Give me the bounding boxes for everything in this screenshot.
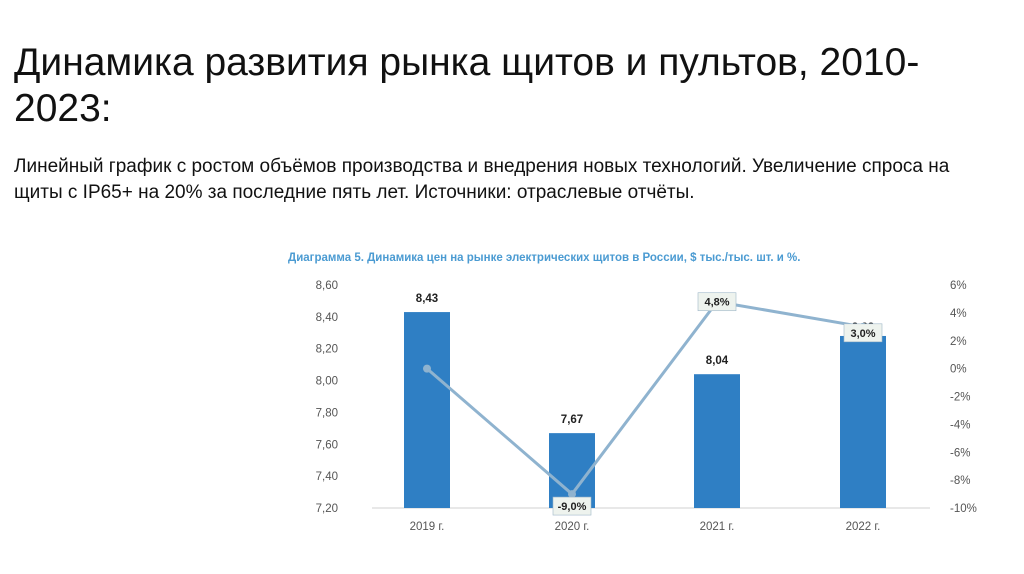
x-category-label: 2019 г. [410, 521, 445, 533]
right-tick-label: 6% [950, 280, 967, 292]
bar-labels-group: 8,437,678,048,28 [416, 293, 875, 426]
right-tick-label: 2% [950, 336, 967, 348]
x-category-label: 2020 г. [555, 521, 590, 533]
line-label-box [843, 323, 883, 343]
right-tick-label: -4% [950, 419, 970, 431]
line-value-label: 4,8% [704, 297, 729, 309]
right-tick-label: 0% [950, 364, 967, 376]
bars-group [404, 312, 886, 508]
slide-description: Линейный график с ростом объёмов произво… [14, 156, 950, 203]
price-dynamics-chart: Диаграмма 5. Динамика цен на рынке элект… [272, 238, 992, 574]
left-tick-label: 8,20 [316, 344, 338, 356]
line-value-label: -9,0% [558, 501, 587, 513]
x-category-label: 2021 г. [700, 521, 735, 533]
right-axis-ticks: 6% 4% 2% 0% -2% -4% -6% -8% -10% [950, 280, 977, 515]
left-axis-ticks: 8,60 8,40 8,20 8,00 7,80 7,60 7,40 7,20 [316, 280, 338, 515]
bar [840, 335, 886, 508]
chart-svg: Диаграмма 5. Динамика цен на рынке элект… [288, 252, 977, 533]
line-point [568, 490, 576, 499]
right-tick-label: -10% [950, 503, 977, 515]
left-tick-label: 8,60 [316, 280, 338, 292]
right-tick-label: -2% [950, 392, 970, 404]
bar-value-label: 7,67 [561, 414, 583, 426]
line-label-box [552, 496, 592, 516]
bar-value-label: 8,43 [416, 293, 438, 305]
line-series-path [426, 300, 864, 496]
x-category-label: 2022 г. [846, 521, 881, 533]
left-tick-label: 7,40 [316, 471, 338, 483]
bar-value-label: 8,04 [706, 355, 729, 367]
left-tick-label: 8,40 [316, 312, 338, 324]
left-tick-label: 7,20 [316, 503, 338, 515]
chart-title: Диаграмма 5. Динамика цен на рынке элект… [288, 252, 800, 264]
right-tick-label: 4% [950, 308, 967, 320]
bar [694, 374, 740, 508]
line-series-group: -9,0% 4,8% 3,0% [423, 292, 883, 516]
x-axis-labels: 2019 г. 2020 г. 2021 г. 2022 г. [410, 521, 881, 533]
line-value-label: 3,0% [850, 328, 875, 340]
left-tick-label: 8,00 [316, 376, 338, 388]
left-tick-label: 7,60 [316, 439, 338, 451]
right-tick-label: -6% [950, 447, 970, 459]
slide-title: Динамика развития рынка щитов и пультов,… [14, 41, 920, 130]
line-point [423, 364, 431, 373]
left-tick-label: 7,80 [316, 407, 338, 419]
line-label-box [697, 292, 737, 312]
bar [404, 312, 450, 508]
right-tick-label: -8% [950, 475, 970, 487]
